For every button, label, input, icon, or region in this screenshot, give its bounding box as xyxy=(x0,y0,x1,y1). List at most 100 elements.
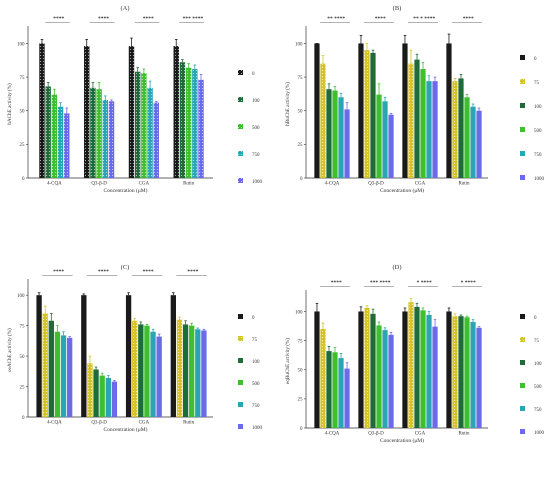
category-label: 4-CQA xyxy=(47,421,62,426)
y-tick-label: 50 xyxy=(298,110,304,115)
bar-75 xyxy=(132,320,138,417)
bar-1000 xyxy=(64,113,70,178)
bar-100 xyxy=(179,62,186,178)
category-label: 4-CQA xyxy=(325,182,340,187)
y-tick-label: 0 xyxy=(300,177,303,182)
bar-1000 xyxy=(344,368,350,428)
legend-label: 100 xyxy=(534,105,542,110)
significance-stars: *** **** xyxy=(183,16,204,22)
bar-750 xyxy=(60,335,67,417)
bar-500 xyxy=(420,69,426,178)
bar-500 xyxy=(185,67,192,178)
y-tick-label: 0 xyxy=(22,177,25,182)
significance-stars: **** xyxy=(463,16,474,22)
bar-100 xyxy=(138,324,144,417)
legend-label: 750 xyxy=(534,408,542,413)
category-label: CGA xyxy=(415,182,426,187)
bar-750 xyxy=(470,321,476,428)
bar-1000 xyxy=(201,330,207,417)
legend-swatch xyxy=(520,360,525,365)
bar-1000 xyxy=(388,114,394,178)
bar-750 xyxy=(382,330,388,428)
legend-label: 0 xyxy=(534,57,537,62)
bar-100 xyxy=(45,86,51,178)
bar-750 xyxy=(105,378,111,417)
bar-750 xyxy=(150,331,156,417)
panel-label: (C) xyxy=(121,264,130,271)
significance-stars: **** xyxy=(331,280,342,286)
panel-label: (D) xyxy=(392,264,401,271)
bar-500 xyxy=(54,331,61,417)
legend-label: 75 xyxy=(534,339,540,344)
bar-100 xyxy=(326,351,332,428)
category-label: CGA xyxy=(415,432,426,437)
significance-stars: **** xyxy=(187,269,198,275)
y-tick-label: 100 xyxy=(295,42,303,47)
bar-0 xyxy=(358,43,364,178)
y-tick-label: 25 xyxy=(298,398,304,403)
significance-stars: * **** xyxy=(461,280,476,286)
y-tick-label: 100 xyxy=(17,42,25,47)
legend-label: 1000 xyxy=(534,431,545,436)
legend-label: 0 xyxy=(252,316,255,321)
bar-0 xyxy=(36,295,42,417)
bar-75 xyxy=(176,319,183,417)
panel-c: (C) 0 25 50 75 100 eeAChE activity (%) Concentr… xyxy=(6,264,263,433)
legend-label: 0 xyxy=(534,316,537,321)
bar-750 xyxy=(382,101,388,178)
legend-swatch xyxy=(238,380,243,385)
x-axis-label: Concentration (μM) xyxy=(380,437,424,444)
bar-1000 xyxy=(388,334,394,428)
bar-0 xyxy=(314,43,320,178)
bar-1000 xyxy=(198,79,204,178)
bar-75 xyxy=(87,363,93,417)
significance-stars: **** xyxy=(53,16,64,22)
significance-stars: **** xyxy=(143,16,154,22)
y-tick-label: 25 xyxy=(298,143,304,148)
x-axis-label: Concentration (μM) xyxy=(103,187,147,194)
bar-1000 xyxy=(153,102,159,178)
y-axis-label: eqBuChE activity (%) xyxy=(284,338,291,384)
legend-swatch xyxy=(238,358,243,363)
bar-75 xyxy=(320,63,326,178)
y-tick-label: 25 xyxy=(20,385,26,390)
bar-75 xyxy=(364,50,370,178)
bar-500 xyxy=(51,94,58,178)
legend-swatch xyxy=(520,337,525,342)
bar-0 xyxy=(358,311,364,428)
y-tick-label: 100 xyxy=(295,310,303,315)
legend-swatch xyxy=(238,424,243,429)
bar-500 xyxy=(141,73,147,178)
legend-swatch xyxy=(238,178,243,183)
legend-swatch xyxy=(238,97,243,102)
bar-1000 xyxy=(156,336,162,417)
x-axis-label: Concentration (μM) xyxy=(380,187,424,194)
category-label: Q3-β-D xyxy=(91,421,107,426)
panel-a: (A) 0 25 50 75 100 hAChE activity (%) Concentra… xyxy=(6,5,263,194)
bar-500 xyxy=(332,90,338,178)
bar-750 xyxy=(426,81,432,178)
significance-stars: **** xyxy=(53,269,64,275)
bar-1000 xyxy=(476,110,482,178)
legend-label: 0 xyxy=(252,72,255,77)
bar-100 xyxy=(458,316,464,428)
bar-0 xyxy=(446,311,452,428)
legend-label: 500 xyxy=(252,126,260,131)
bar-75 xyxy=(408,302,414,428)
legend-swatch xyxy=(238,70,243,75)
bar-500 xyxy=(332,352,338,428)
bar-750 xyxy=(192,69,198,178)
bar-100 xyxy=(134,71,141,178)
legend-swatch xyxy=(520,79,525,84)
bar-1000 xyxy=(476,327,482,428)
bar-100 xyxy=(414,306,420,428)
legend-swatch xyxy=(238,314,243,319)
legend-swatch xyxy=(238,151,243,156)
y-tick-label: 75 xyxy=(298,76,304,81)
bar-750 xyxy=(102,99,109,178)
panel-label: (A) xyxy=(120,5,129,12)
y-axis-label: hAChE activity (%) xyxy=(6,83,13,125)
legend-swatch xyxy=(238,402,243,407)
legend-label: 500 xyxy=(534,129,542,134)
